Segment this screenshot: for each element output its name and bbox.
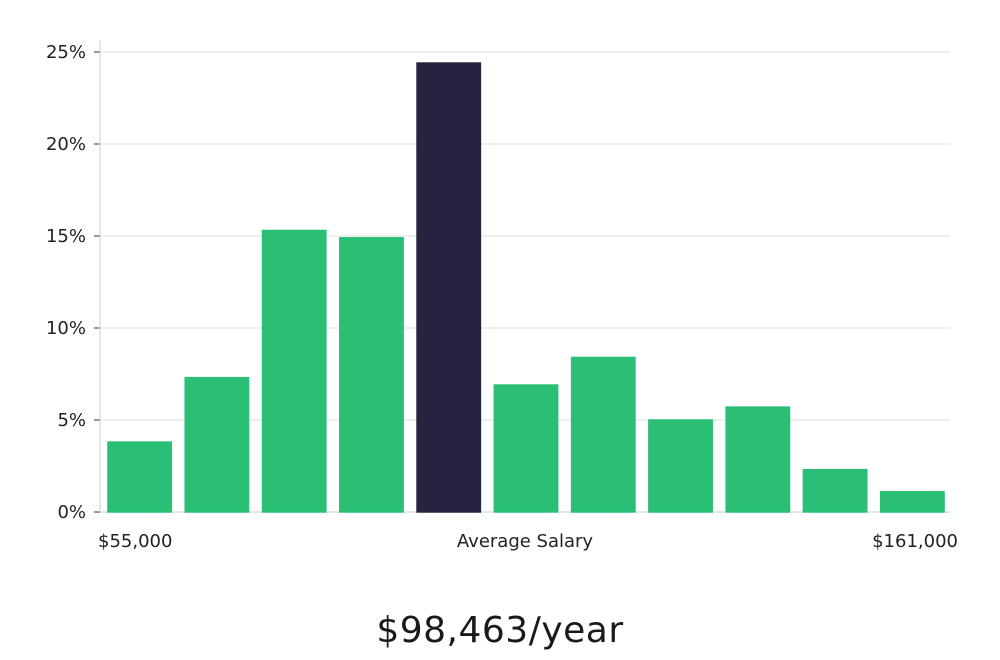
y-tick-label: 25% — [46, 42, 86, 63]
average-salary: $98,463/year — [376, 610, 624, 651]
bar — [648, 419, 713, 513]
y-tick-label: 0% — [57, 502, 86, 523]
bar — [802, 468, 868, 513]
bar — [879, 491, 945, 513]
y-tick-label: 15% — [46, 226, 86, 247]
bar-average — [416, 62, 482, 513]
x-axis-labels: $55,000 Average Salary $161,000 — [98, 531, 958, 552]
bar — [339, 237, 404, 513]
bar — [107, 441, 173, 513]
bar — [570, 356, 636, 513]
y-tick-label: 10% — [46, 318, 86, 339]
bar — [261, 229, 327, 513]
bars — [107, 62, 945, 513]
bar — [493, 384, 559, 513]
x-max-label: $161,000 — [872, 531, 958, 552]
x-center-label: Average Salary — [457, 531, 594, 552]
salary-histogram: 0% 5% 10% 15% 20% 25% $55,000 Average Salary … — [46, 40, 958, 552]
x-min-label: $55,000 — [98, 531, 172, 552]
bar — [725, 406, 791, 513]
y-tick-label: 20% — [46, 134, 86, 155]
y-axis-ticks: 0% 5% 10% 15% 20% 25% — [46, 42, 100, 523]
y-tick-label: 5% — [57, 410, 86, 431]
bar — [184, 376, 250, 513]
